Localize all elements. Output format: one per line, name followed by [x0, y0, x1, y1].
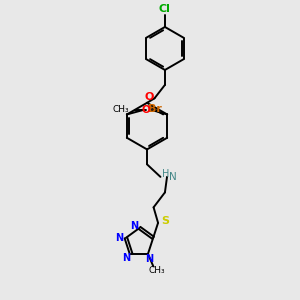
Text: CH₃: CH₃	[148, 266, 165, 275]
Text: O: O	[144, 92, 154, 102]
Text: N: N	[169, 172, 177, 182]
Text: Br: Br	[148, 104, 162, 114]
Text: O: O	[141, 105, 150, 115]
Text: S: S	[161, 216, 169, 226]
Text: N: N	[146, 254, 154, 264]
Text: CH₃: CH₃	[112, 106, 129, 115]
Text: N: N	[123, 253, 131, 263]
Text: N: N	[115, 233, 123, 243]
Text: H: H	[162, 169, 169, 179]
Text: N: N	[130, 220, 139, 230]
Text: Cl: Cl	[159, 4, 171, 14]
